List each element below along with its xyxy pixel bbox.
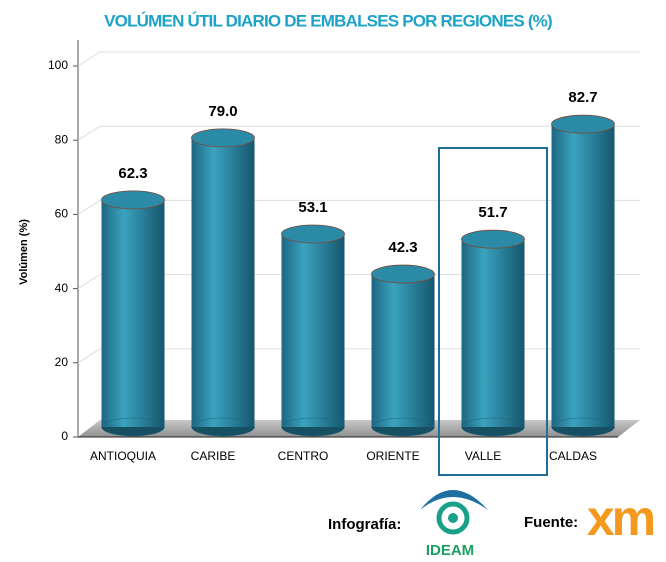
y-tick-label: 60 bbox=[55, 207, 69, 221]
bar-top bbox=[281, 224, 345, 244]
bar bbox=[551, 124, 615, 428]
y-tick-label: 20 bbox=[55, 355, 69, 369]
x-tick-label: VALLE bbox=[465, 449, 501, 463]
bar-base-front bbox=[371, 417, 435, 437]
bar-base-front bbox=[551, 417, 615, 437]
grid-line-side bbox=[77, 51, 101, 67]
xm-logo: xm bbox=[587, 490, 654, 546]
y-axis-label: Volúmen (%) bbox=[18, 219, 30, 285]
y-tick-label: 40 bbox=[55, 281, 69, 295]
bar bbox=[101, 199, 165, 427]
ideam-logo-swirl bbox=[436, 501, 470, 535]
fuente-label: Fuente: bbox=[524, 514, 578, 531]
chart-title: VOLÚMEN ÚTIL DIARIO DE EMBALSES POR REGI… bbox=[104, 11, 552, 30]
x-tick-label: CALDAS bbox=[549, 449, 597, 463]
data-label: 62.3 bbox=[118, 165, 147, 182]
x-tick-label: CENTRO bbox=[278, 449, 329, 463]
infografia-label: Infografía: bbox=[328, 516, 401, 533]
grid-line-side bbox=[77, 125, 101, 141]
data-label: 42.3 bbox=[388, 239, 417, 256]
bar-base-front bbox=[101, 417, 165, 437]
grid-line-side bbox=[77, 274, 101, 290]
data-label: 53.1 bbox=[298, 199, 327, 216]
x-tick-label: CARIBE bbox=[191, 449, 236, 463]
highlight-box bbox=[438, 147, 548, 476]
bar bbox=[461, 239, 525, 427]
footer: Infografía: IDEAM Fuente: xm bbox=[328, 490, 657, 559]
ideam-logo-dot bbox=[448, 513, 458, 523]
ideam-logo bbox=[420, 490, 488, 510]
y-tick-label: 100 bbox=[48, 58, 68, 72]
x-tick-label: ANTIOQUIA bbox=[90, 449, 156, 463]
bar-top bbox=[461, 229, 525, 249]
bar-top bbox=[191, 128, 255, 148]
data-label: 82.7 bbox=[568, 89, 597, 106]
bar-base-front bbox=[461, 417, 525, 437]
bar bbox=[191, 137, 255, 427]
data-label: 51.7 bbox=[478, 204, 507, 221]
bar-top bbox=[371, 264, 435, 284]
bar-top bbox=[101, 190, 165, 210]
bar bbox=[281, 233, 345, 427]
bar-top bbox=[551, 114, 615, 134]
ideam-label: IDEAM bbox=[426, 542, 474, 559]
y-tick-label: 0 bbox=[61, 429, 68, 443]
data-label: 79.0 bbox=[208, 103, 237, 120]
grid-line-side bbox=[77, 348, 101, 364]
bar bbox=[371, 274, 435, 427]
x-tick-label: ORIENTE bbox=[366, 449, 419, 463]
bar-base-front bbox=[281, 417, 345, 437]
grid-line-side bbox=[77, 199, 101, 215]
y-tick-label: 80 bbox=[55, 132, 69, 146]
bar-base-front bbox=[191, 417, 255, 437]
